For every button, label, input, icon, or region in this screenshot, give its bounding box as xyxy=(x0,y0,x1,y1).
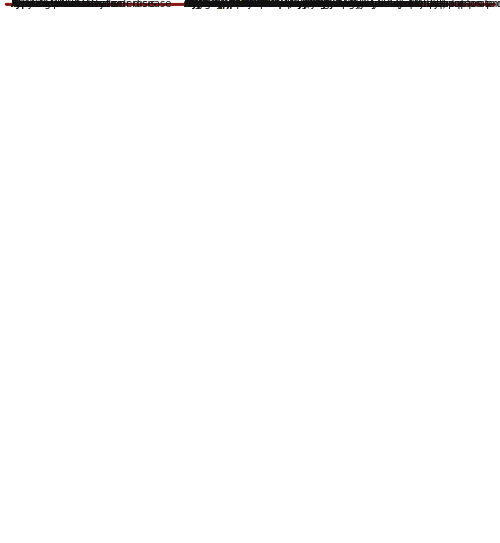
Text: Hyperlipidaemia and hyperglycaemia: Hyperlipidaemia and hyperglycaemia xyxy=(184,0,372,9)
Text: Prion disease: Prion disease xyxy=(11,0,78,9)
Text: Hyperlipidaemia and hyperglycaemia: Hyperlipidaemia and hyperglycaemia xyxy=(184,0,372,9)
Text: HBV and HCV infection: HBV and HCV infection xyxy=(11,0,125,9)
Text: Free fatty acids: Free fatty acids xyxy=(184,0,261,9)
Text: Alcoholic liver disease: Alcoholic liver disease xyxy=(11,0,122,9)
Text: Activation of ER stress in infarcted mouse heart: Activation of ER stress in infarcted mou… xyxy=(184,0,422,9)
Text: Parkinson's disease: Parkinson's disease xyxy=(11,0,109,9)
Text: Amyotrophic lateral sclerosis: Amyotrophic lateral sclerosis xyxy=(11,0,156,9)
Text: Obesity: Obesity xyxy=(184,0,222,9)
Text: Heart disease: Heart disease xyxy=(11,0,80,9)
Text: ER chaperones are involved in regulation of misfolded prion protein: ER chaperones are involved in regulation… xyxy=(184,0,500,9)
Text: Huntington's disease: Huntington's disease xyxy=(11,0,117,9)
Text: Linkage to ER stress: Linkage to ER stress xyxy=(184,0,316,9)
Text: Disease: Disease xyxy=(11,0,61,9)
Text: Type 1 diabetes: Type 1 diabetes xyxy=(11,0,90,9)
Text: Mutant SOD1 interferes with ERAD: Mutant SOD1 interferes with ERAD xyxy=(184,0,357,9)
Text: Hyperhomocysteinaemia: Hyperhomocysteinaemia xyxy=(184,0,308,9)
Text: Deletion of CHOP: Deletion of CHOP xyxy=(184,0,270,9)
Text: Alzheimer's disease: Alzheimer's disease xyxy=(11,0,110,9)
Text: Type 2 diabetes: Type 2 diabetes xyxy=(11,0,90,9)
Text: ER stress markers detected in brains affected with prion protein: ER stress markers detected in brains aff… xyxy=(184,0,500,9)
Text: Polyglutamine induces ER stress: Polyglutamine induces ER stress xyxy=(184,0,346,9)
Text: Reduced CHOP: Reduced CHOP xyxy=(184,0,258,9)
Text: HBV induces GRP78 and GRP94: HBV induces GRP78 and GRP94 xyxy=(184,0,342,9)
Text: Non-alcoholic fatty liver disease: Non-alcoholic fatty liver disease xyxy=(11,0,172,9)
Text: High cholesterol and triglyceride biosynthesis: High cholesterol and triglyceride biosyn… xyxy=(184,0,413,9)
Text: Alcohol induces ER stress: Alcohol induces ER stress xyxy=(184,0,312,9)
Text: ATF4 leads to increase in Parkin expression: ATF4 leads to increase in Parkin express… xyxy=(184,0,400,9)
Text: Mutant presenilin 1 induces ER stress: Mutant presenilin 1 induces ER stress xyxy=(184,0,372,9)
Text: GRP78 and GRP94 protect against ischaemic injury: GRP78 and GRP94 protect against ischaemi… xyxy=(184,0,440,9)
Text: Impaired PERK pathway (Wolcott-Rallison syndrome): Impaired PERK pathway (Wolcott-Rallison … xyxy=(184,0,446,9)
Text: Oxidised lipids: Oxidised lipids xyxy=(184,0,258,9)
Text: Cancer: Cancer xyxy=(11,0,46,9)
Text: Mutant presenilin 1 sensitises to ER stress-induced apoptosis: Mutant presenilin 1 sensitises to ER str… xyxy=(184,0,490,9)
Text: Atherosclerosis: Atherosclerosis xyxy=(11,0,87,9)
Text: ER stress markers detected in spinal cord of ALS patients: ER stress markers detected in spinal cor… xyxy=(184,0,470,9)
Text: HCV suppresses IRE1/XBP1 pathway: HCV suppresses IRE1/XBP1 pathway xyxy=(184,0,366,9)
Text: ER stress contributes to cardiac myocyte apoptosis: ER stress contributes to cardiac myocyte… xyxy=(184,0,440,9)
Text: Mutant SOD1 activates ER stress: Mutant SOD1 activates ER stress xyxy=(184,0,348,9)
Text: Tumour-specific microenvironment activates ER stress: Tumour-specific microenvironment activat… xyxy=(184,0,454,9)
Text: Reduced GRP78 expression: Reduced GRP78 expression xyxy=(184,0,321,9)
Text: Cholesterol load: Cholesterol load xyxy=(184,0,265,9)
Text: Parkin expression impacts ER stress: Parkin expression impacts ER stress xyxy=(184,0,364,9)
